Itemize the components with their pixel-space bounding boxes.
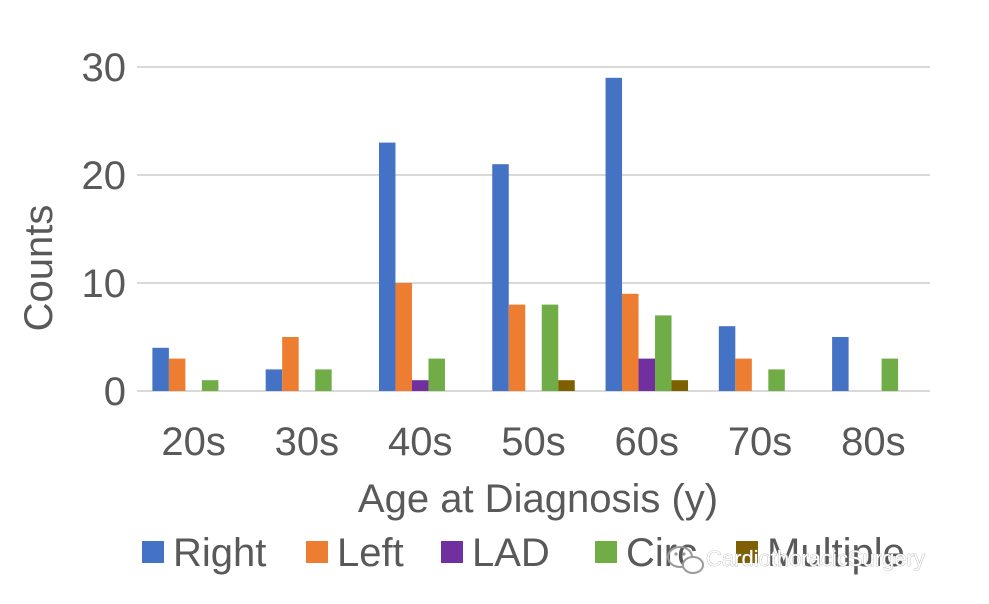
bar-right-40s xyxy=(378,142,396,391)
legend-label-left: Left xyxy=(337,531,404,575)
x-tick-label: 80s xyxy=(841,420,906,464)
legend-swatch-circ xyxy=(595,541,617,563)
bar-left-70s xyxy=(735,358,752,391)
bar-circ-80s xyxy=(881,358,899,391)
y-tick-labels: 0 10 20 30 xyxy=(82,46,127,414)
bar-right-20s xyxy=(152,347,169,391)
watermark-text: CardiothoracicSurgery xyxy=(706,546,925,571)
watermark: CardiothoracicSurgery xyxy=(667,546,925,574)
y-tick-label: 30 xyxy=(82,46,127,90)
x-tick-label: 50s xyxy=(501,420,566,464)
bar-left-50s xyxy=(508,304,526,391)
bar-multiple-50s xyxy=(558,380,575,391)
bar-right-30s xyxy=(265,369,283,391)
x-tick-labels: 20s 30s 40s 50s 60s 70s 80s xyxy=(161,420,905,464)
y-axis-title: Counts xyxy=(17,205,61,332)
bar-right-80s xyxy=(832,337,849,391)
y-tick-label: 10 xyxy=(82,262,127,306)
legend-label-multiple: Multiple xyxy=(767,531,905,575)
bar-circ-20s xyxy=(201,380,219,391)
bar-lad-60s xyxy=(638,358,656,391)
bar-circ-30s xyxy=(315,369,332,391)
x-tick-label: 40s xyxy=(388,420,453,464)
bars xyxy=(152,77,899,392)
legend-swatch-lad xyxy=(441,541,463,563)
legend-label-lad: LAD xyxy=(472,531,550,575)
x-tick-label: 60s xyxy=(615,420,680,464)
x-tick-label: 70s xyxy=(728,420,793,464)
bar-circ-60s xyxy=(655,315,672,391)
wechat-icon xyxy=(667,546,704,574)
bar-circ-40s xyxy=(428,358,445,391)
legend: Right Left LAD Circ Multiple xyxy=(142,531,905,575)
legend-swatch-right xyxy=(142,541,164,563)
legend-label-right: Right xyxy=(173,531,266,575)
bar-left-30s xyxy=(282,337,299,391)
bar-left-40s xyxy=(395,283,412,391)
bar-right-50s xyxy=(492,164,509,391)
bar-right-70s xyxy=(718,326,736,391)
x-tick-label: 20s xyxy=(161,420,226,464)
bar-multiple-60s xyxy=(671,380,689,391)
bar-left-60s xyxy=(622,293,639,391)
legend-swatch-multiple xyxy=(736,541,758,563)
y-tick-label: 0 xyxy=(104,370,126,414)
gridlines xyxy=(137,66,930,392)
x-axis-title: Age at Diagnosis (y) xyxy=(358,477,718,521)
y-tick-label: 20 xyxy=(82,154,127,198)
bar-circ-70s xyxy=(768,369,785,391)
bar-left-20s xyxy=(168,358,186,391)
bar-right-60s xyxy=(605,77,623,392)
bar-lad-40s xyxy=(411,380,429,391)
bar-circ-50s xyxy=(541,304,559,391)
x-tick-label: 30s xyxy=(275,420,340,464)
legend-swatch-left xyxy=(306,541,328,563)
